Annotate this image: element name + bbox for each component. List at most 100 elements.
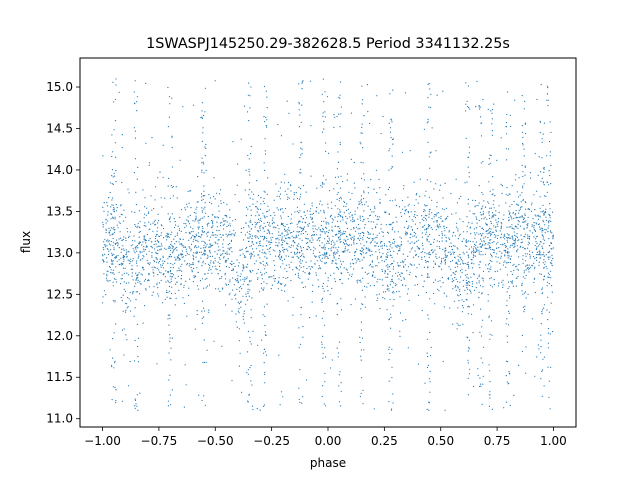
data-point [400,272,402,274]
data-point [491,108,494,111]
data-point [170,278,172,280]
data-point [466,251,468,253]
data-point [251,248,254,250]
x-tick-label: −0.25 [253,434,290,448]
data-point [518,196,520,198]
data-point [161,225,163,227]
data-point [167,235,169,238]
data-point [362,162,364,164]
data-point [375,265,377,267]
data-point [540,339,542,341]
data-point [325,150,327,152]
data-point [357,258,359,260]
data-point [321,247,323,249]
data-point [263,404,265,406]
data-point [377,218,380,220]
data-point [381,247,383,249]
data-point [520,201,522,203]
data-point [333,114,335,116]
data-point [299,226,301,228]
data-point [116,224,118,226]
data-point [519,208,522,210]
data-point [123,272,125,274]
data-point [524,260,527,262]
data-point [424,210,426,212]
data-point [493,200,495,202]
data-point [461,311,463,313]
data-point [468,222,470,224]
data-point [507,287,509,290]
data-point [281,260,283,262]
data-point [160,197,162,199]
data-point [313,231,315,233]
data-point [114,300,116,302]
data-point [495,210,497,212]
data-point [494,214,496,216]
data-point [174,235,176,237]
data-point [290,190,292,192]
data-point [538,264,540,266]
data-point [284,230,286,232]
data-point [362,232,364,234]
data-point [178,289,180,291]
data-point [157,227,159,229]
data-point [229,292,231,294]
data-point [546,85,549,87]
data-point [350,220,352,222]
data-point [153,259,155,261]
data-point [535,241,537,243]
data-point [522,306,525,308]
data-point [203,254,205,256]
data-point [534,209,536,211]
data-point [321,131,324,133]
data-point [444,263,446,265]
data-point [415,236,417,238]
data-point [315,274,317,276]
data-point [246,284,249,286]
data-point [319,259,321,261]
data-point [242,268,244,270]
data-point [456,322,458,324]
data-point [361,132,363,134]
data-point [353,263,355,265]
data-point [537,223,540,226]
data-point [435,253,437,255]
data-point [382,291,385,293]
data-point [330,367,332,369]
data-point [167,400,169,402]
data-point [378,262,380,264]
data-point [438,225,440,227]
data-point [493,103,495,105]
data-point [114,98,116,101]
data-point [429,370,431,373]
data-point [361,303,363,305]
data-point [262,212,264,214]
data-point [539,243,541,245]
x-tick-label: 0.25 [371,434,398,448]
data-point [444,256,446,258]
data-point [127,250,129,252]
data-point [296,197,298,200]
data-point [548,311,551,313]
data-point [407,211,409,213]
data-point [169,275,171,277]
data-point [425,228,428,230]
x-tick-label: −1.00 [84,434,121,448]
data-point [534,257,536,259]
data-point [249,221,251,223]
data-point [212,223,214,225]
data-point [471,313,473,315]
data-point [102,296,104,298]
data-point [456,328,458,330]
data-point [467,394,469,396]
data-point [411,241,413,243]
data-point [281,222,283,224]
data-point [205,233,208,235]
data-point [463,253,465,255]
data-point [458,198,460,200]
data-point [490,266,492,268]
data-point [127,296,129,299]
data-point [288,227,290,229]
data-point [454,245,456,247]
data-point [348,191,350,193]
